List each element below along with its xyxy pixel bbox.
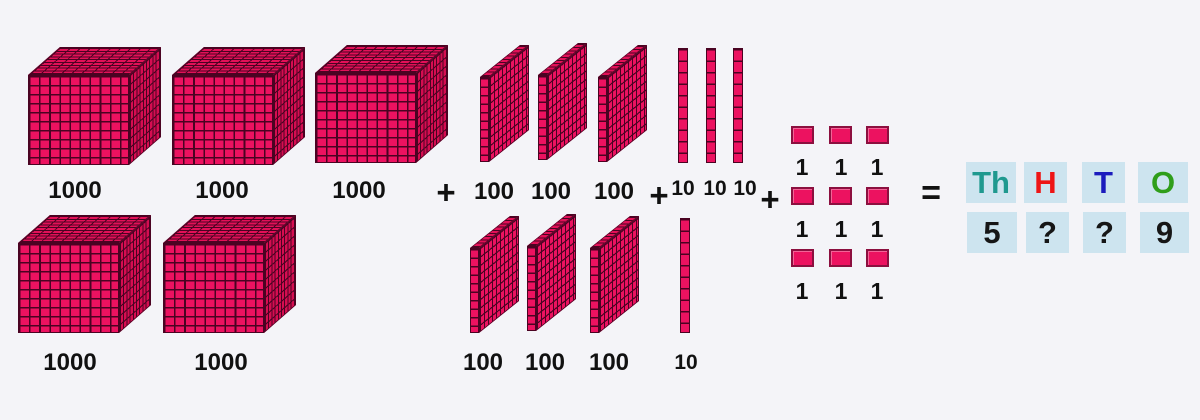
plus-sign-1: + bbox=[436, 173, 456, 211]
hundred-flat-strip bbox=[470, 248, 479, 333]
thousand-cube bbox=[172, 46, 305, 166]
ten-label: 10 bbox=[671, 177, 695, 200]
thousand-cube-front-face bbox=[315, 73, 416, 163]
one-unit bbox=[791, 249, 814, 267]
one-unit bbox=[866, 249, 889, 267]
hundred-flat-face bbox=[479, 215, 519, 333]
hundred-flat-face bbox=[536, 213, 576, 331]
thousand-cube-front-face bbox=[18, 243, 119, 333]
hundred-flat bbox=[480, 44, 530, 162]
hundred-flat-strip bbox=[590, 248, 599, 333]
one-label: 1 bbox=[795, 154, 809, 180]
hundred-label: 100 bbox=[462, 349, 504, 376]
ten-rod bbox=[678, 48, 688, 163]
one-unit bbox=[829, 249, 852, 267]
one-unit bbox=[791, 187, 814, 205]
one-label: 1 bbox=[834, 216, 848, 242]
thousand-cube bbox=[18, 214, 151, 333]
table-header-thousands: Th bbox=[966, 162, 1016, 203]
table-value-hundreds: ? bbox=[1026, 212, 1069, 253]
hundred-flat-strip bbox=[527, 246, 536, 331]
thousand-cube-front-face bbox=[172, 75, 273, 165]
hundred-flat bbox=[538, 42, 588, 160]
thousand-cube bbox=[163, 214, 296, 333]
thousand-label: 1000 bbox=[194, 349, 248, 376]
plus-sign-3: + bbox=[760, 180, 780, 218]
ten-rod bbox=[706, 48, 716, 163]
one-unit bbox=[829, 187, 852, 205]
hundred-label: 100 bbox=[530, 178, 572, 205]
hundred-flat-face bbox=[489, 44, 529, 162]
hundred-flat-strip bbox=[480, 77, 489, 162]
hundred-flat-face bbox=[547, 42, 587, 160]
hundred-label: 100 bbox=[524, 349, 566, 376]
hundred-flat bbox=[598, 44, 648, 162]
thousand-label: 1000 bbox=[43, 349, 97, 376]
one-unit bbox=[866, 187, 889, 205]
ten-label: 10 bbox=[674, 351, 698, 374]
hundred-flat-strip bbox=[598, 77, 607, 162]
hundred-flat-face bbox=[607, 44, 647, 162]
table-value-thousands: 5 bbox=[967, 212, 1017, 253]
table-header-ones: O bbox=[1138, 162, 1188, 203]
thousand-cube bbox=[315, 44, 448, 164]
table-value-tens: ? bbox=[1083, 212, 1126, 253]
table-value-ones: 9 bbox=[1140, 212, 1189, 253]
thousand-cube-front-face bbox=[28, 75, 129, 165]
one-label: 1 bbox=[795, 278, 809, 304]
one-unit bbox=[866, 126, 889, 144]
one-label: 1 bbox=[834, 154, 848, 180]
one-label: 1 bbox=[870, 154, 884, 180]
ten-label: 10 bbox=[733, 177, 757, 200]
thousand-cube-front-face bbox=[163, 243, 264, 333]
table-header-hundreds: H bbox=[1024, 162, 1067, 203]
thousand-label: 1000 bbox=[332, 177, 386, 204]
plus-sign-2: + bbox=[649, 176, 669, 214]
hundred-flat bbox=[470, 215, 520, 333]
one-unit bbox=[791, 126, 814, 144]
thousand-label: 1000 bbox=[48, 177, 102, 204]
thousand-label: 1000 bbox=[195, 177, 249, 204]
hundred-flat-face bbox=[599, 215, 639, 333]
one-label: 1 bbox=[795, 216, 809, 242]
one-unit bbox=[829, 126, 852, 144]
hundred-label: 100 bbox=[593, 178, 635, 205]
one-label: 1 bbox=[870, 216, 884, 242]
ten-label: 10 bbox=[703, 177, 727, 200]
hundred-flat-strip bbox=[538, 75, 547, 160]
one-label: 1 bbox=[834, 278, 848, 304]
equals-sign: = bbox=[921, 174, 941, 212]
thousand-cube bbox=[28, 46, 161, 166]
ten-rod bbox=[680, 218, 690, 333]
ten-rod bbox=[733, 48, 743, 163]
hundred-label: 100 bbox=[473, 178, 515, 205]
hundred-flat bbox=[527, 213, 577, 331]
hundred-flat bbox=[590, 215, 640, 333]
one-label: 1 bbox=[870, 278, 884, 304]
hundred-label: 100 bbox=[588, 349, 630, 376]
table-header-tens: T bbox=[1082, 162, 1125, 203]
